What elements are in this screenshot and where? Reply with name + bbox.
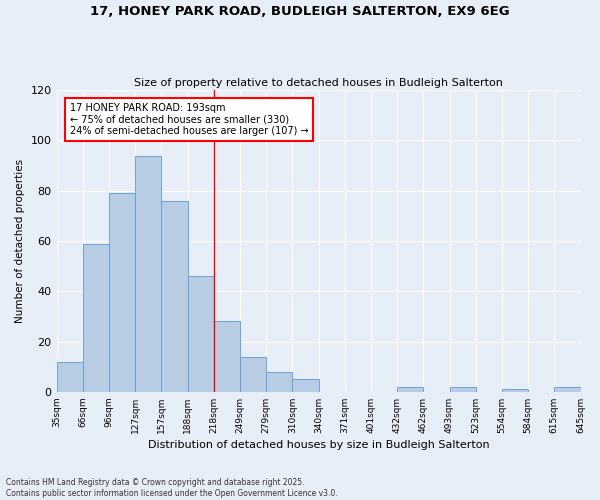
Bar — [161, 201, 188, 392]
Bar — [214, 322, 240, 392]
Bar — [554, 387, 581, 392]
Text: Contains HM Land Registry data © Crown copyright and database right 2025.
Contai: Contains HM Land Registry data © Crown c… — [6, 478, 338, 498]
X-axis label: Distribution of detached houses by size in Budleigh Salterton: Distribution of detached houses by size … — [148, 440, 490, 450]
Bar — [240, 356, 266, 392]
Text: 17 HONEY PARK ROAD: 193sqm
← 75% of detached houses are smaller (330)
24% of sem: 17 HONEY PARK ROAD: 193sqm ← 75% of deta… — [70, 102, 308, 136]
Text: 17, HONEY PARK ROAD, BUDLEIGH SALTERTON, EX9 6EG: 17, HONEY PARK ROAD, BUDLEIGH SALTERTON,… — [90, 5, 510, 18]
Bar — [449, 387, 476, 392]
Y-axis label: Number of detached properties: Number of detached properties — [15, 159, 25, 323]
Bar — [56, 362, 83, 392]
Bar — [397, 387, 424, 392]
Bar — [83, 244, 109, 392]
Bar — [188, 276, 214, 392]
Bar — [502, 390, 528, 392]
Bar — [266, 372, 292, 392]
Title: Size of property relative to detached houses in Budleigh Salterton: Size of property relative to detached ho… — [134, 78, 503, 88]
Bar — [109, 193, 135, 392]
Bar — [135, 156, 161, 392]
Bar — [292, 380, 319, 392]
